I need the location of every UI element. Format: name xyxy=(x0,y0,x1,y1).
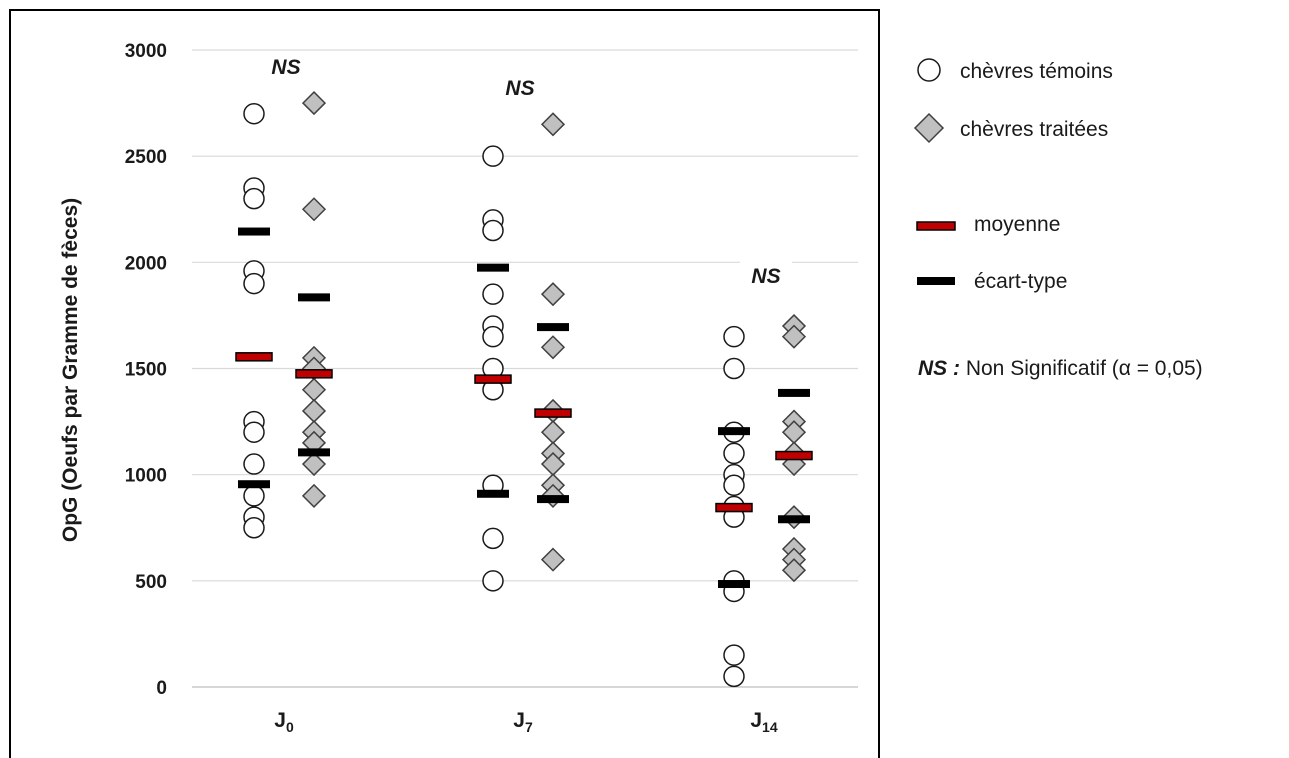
point-control xyxy=(243,453,265,475)
sd-bar xyxy=(718,427,750,436)
sd-bar xyxy=(718,580,750,589)
sd-bar xyxy=(477,489,509,498)
legend-item-mean: moyenne xyxy=(916,213,1060,236)
ns-annotation: NS xyxy=(271,56,300,79)
ns-annotation: NS xyxy=(505,77,534,100)
point-control xyxy=(243,102,265,125)
sd-bar xyxy=(238,227,270,236)
point-control xyxy=(723,325,745,348)
sd-bar xyxy=(298,448,330,457)
x-tick-labels: J0 J7 J14 xyxy=(274,709,778,735)
point-control xyxy=(243,485,265,507)
x-tick-sub: 0 xyxy=(286,719,294,735)
point-treated xyxy=(540,335,566,360)
mean-bar xyxy=(235,352,273,362)
point-control xyxy=(723,357,745,380)
sd-bar xyxy=(778,515,810,524)
y-axis-title: OpG (Oeufs par Gramme de fèces) xyxy=(59,198,82,542)
legend: chèvres témoins chèvres traitées moyenne… xyxy=(913,58,1203,380)
point-treated xyxy=(301,197,327,222)
point-control xyxy=(482,219,504,242)
x-tick-main: J xyxy=(750,709,762,732)
point-treated xyxy=(301,483,327,508)
point-treated xyxy=(540,420,566,445)
y-tick-label: 2500 xyxy=(125,147,167,168)
y-tick-label: 3000 xyxy=(125,41,167,62)
mean-bar xyxy=(775,450,813,461)
legend-item-treated: chèvres traitées xyxy=(913,112,1108,144)
mean-bar xyxy=(534,408,572,418)
x-tick-label: J7 xyxy=(513,709,533,735)
point-control xyxy=(243,517,265,539)
sd-bar xyxy=(537,323,569,332)
mean-bar-icon xyxy=(916,221,956,231)
gridlines xyxy=(192,49,858,688)
ns-annotation: NS xyxy=(751,265,780,288)
legend-label-control: chèvres témoins xyxy=(960,60,1113,83)
point-treated xyxy=(781,324,807,349)
y-tick-label: 1000 xyxy=(125,466,167,487)
y-tick-label: 2000 xyxy=(125,253,167,274)
legend-note: NS : Non Significatif (α = 0,05) xyxy=(918,357,1203,380)
point-control xyxy=(243,272,265,295)
sd-bar xyxy=(537,495,569,504)
legend-item-sd: écart-type xyxy=(917,270,1067,293)
annotation-bg xyxy=(494,73,546,103)
sd-bar-icon xyxy=(917,277,955,285)
circle-marker-icon xyxy=(917,58,941,82)
chart-frame xyxy=(9,9,880,758)
sd-bar xyxy=(298,293,330,302)
x-tick-sub: 7 xyxy=(525,719,533,735)
legend-label-sd: écart-type xyxy=(974,270,1067,293)
legend-note-text: Non Significatif (α = 0,05) xyxy=(960,357,1203,380)
annotation-bg xyxy=(740,261,792,291)
point-control xyxy=(243,187,265,210)
annotation-bg xyxy=(260,52,312,82)
point-treated xyxy=(781,558,807,583)
point-control xyxy=(243,421,265,443)
mean-bar xyxy=(715,502,753,513)
sd-bar xyxy=(238,480,270,489)
point-treated xyxy=(540,547,566,572)
point-treated xyxy=(540,282,566,307)
legend-note-prefix: NS : xyxy=(918,357,960,380)
y-tick-label: 500 xyxy=(135,572,167,593)
y-tick-labels: 0 500 1000 1500 2000 2500 3000 xyxy=(125,41,167,699)
x-tick-sub: 14 xyxy=(762,719,778,735)
point-treated xyxy=(301,91,327,116)
mean-bar xyxy=(295,369,333,379)
point-treated xyxy=(301,398,327,424)
point-control xyxy=(482,570,504,592)
legend-label-mean: moyenne xyxy=(974,213,1060,236)
sd-bar xyxy=(477,263,509,272)
x-tick-main: J xyxy=(274,709,286,732)
point-control xyxy=(723,474,745,497)
point-treated xyxy=(301,451,327,477)
mean-bar xyxy=(474,374,512,384)
point-control xyxy=(723,665,745,688)
point-treated xyxy=(540,112,566,137)
data-points xyxy=(243,91,807,688)
point-treated xyxy=(301,377,327,402)
point-control xyxy=(482,283,504,305)
summary-bars xyxy=(235,227,813,589)
y-tick-label: 0 xyxy=(156,678,167,699)
significance-annotations: NS NS NS xyxy=(260,52,792,291)
sd-bar xyxy=(778,388,810,397)
point-control xyxy=(482,145,504,167)
x-tick-label: J14 xyxy=(750,709,777,735)
point-control xyxy=(482,325,504,348)
point-control xyxy=(723,442,745,465)
point-control xyxy=(723,644,745,666)
legend-item-control: chèvres témoins xyxy=(917,58,1113,83)
point-control xyxy=(482,527,504,550)
y-tick-label: 1500 xyxy=(125,360,167,381)
diamond-marker-icon xyxy=(913,112,945,144)
x-tick-label: J0 xyxy=(274,709,294,735)
legend-label-treated: chèvres traitées xyxy=(960,118,1108,141)
x-tick-main: J xyxy=(513,709,525,732)
